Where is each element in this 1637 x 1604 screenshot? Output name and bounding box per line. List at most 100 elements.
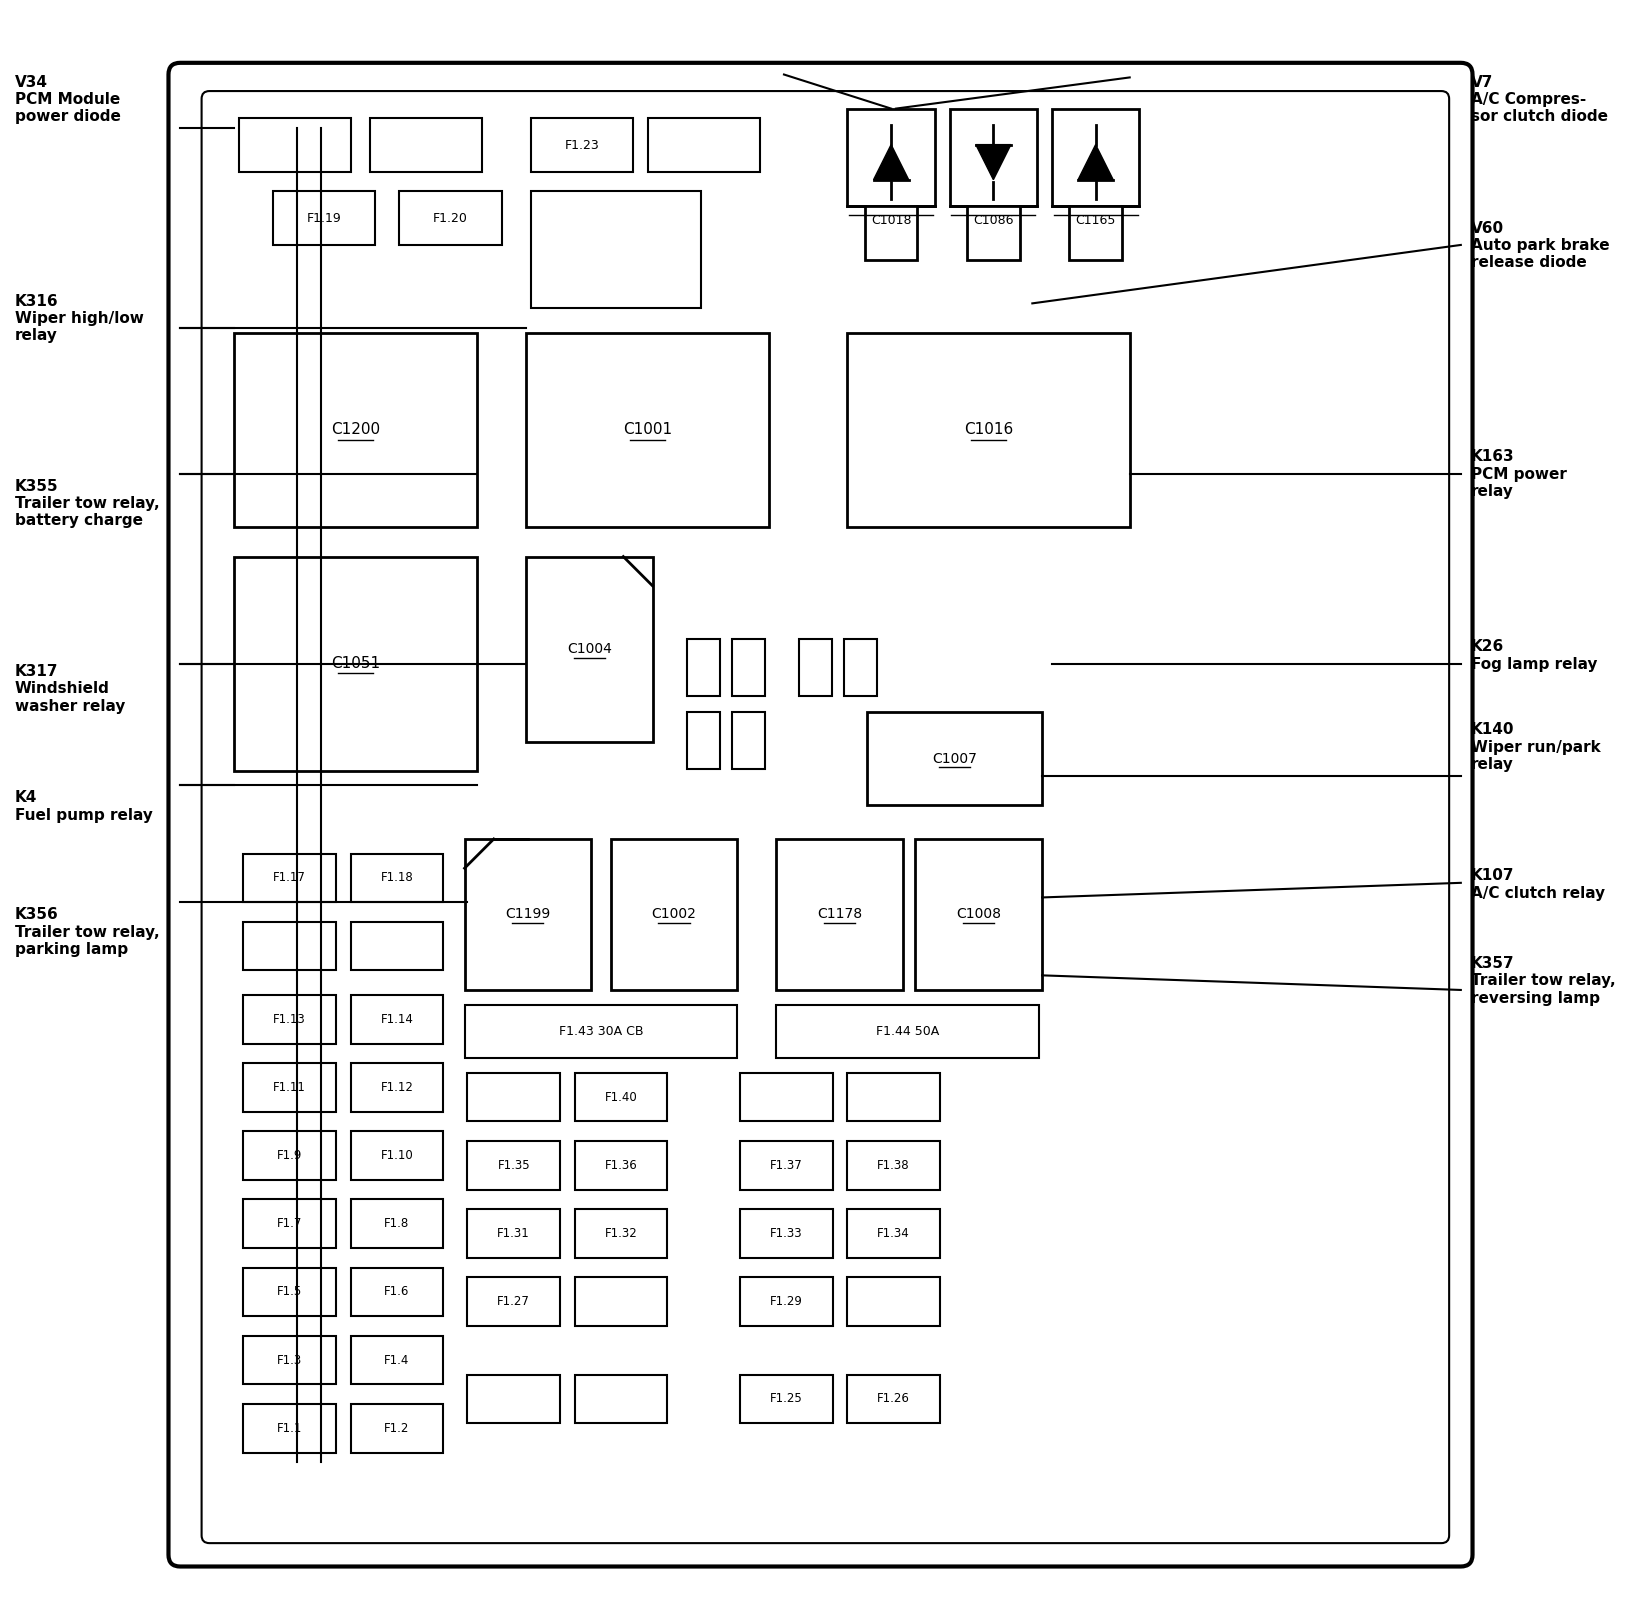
- Text: F1.3: F1.3: [277, 1354, 303, 1367]
- Text: C1199: C1199: [506, 908, 550, 921]
- Text: K4
Fuel pump relay: K4 Fuel pump relay: [15, 791, 152, 823]
- Text: F1.43 30A CB: F1.43 30A CB: [558, 1025, 643, 1038]
- Text: C1165: C1165: [1076, 213, 1116, 226]
- Bar: [244, 994, 336, 1044]
- Bar: [848, 1073, 940, 1121]
- Text: K355
Trailer tow relay,
battery charge: K355 Trailer tow relay, battery charge: [15, 478, 159, 528]
- Text: F1.11: F1.11: [273, 1081, 306, 1094]
- Bar: [530, 119, 634, 172]
- Bar: [799, 640, 832, 696]
- Bar: [350, 1336, 444, 1384]
- Text: K356
Trailer tow relay,
parking lamp: K356 Trailer tow relay, parking lamp: [15, 908, 159, 958]
- Text: F1.33: F1.33: [769, 1227, 802, 1240]
- Text: F1.38: F1.38: [877, 1158, 910, 1173]
- Polygon shape: [976, 144, 1012, 180]
- Text: C1008: C1008: [956, 908, 1002, 921]
- Bar: [611, 839, 737, 990]
- Text: F1.7: F1.7: [277, 1217, 303, 1230]
- Bar: [468, 1073, 560, 1121]
- Bar: [848, 332, 1130, 528]
- Bar: [468, 1277, 560, 1327]
- Bar: [575, 1140, 668, 1190]
- Text: K317
Windshield
washer relay: K317 Windshield washer relay: [15, 664, 124, 714]
- Text: C1007: C1007: [931, 752, 977, 765]
- Text: F1.14: F1.14: [380, 1012, 413, 1025]
- Text: F1.2: F1.2: [385, 1421, 409, 1434]
- Text: K107
A/C clutch relay: K107 A/C clutch relay: [1470, 868, 1604, 900]
- Text: V34
PCM Module
power diode: V34 PCM Module power diode: [15, 74, 121, 124]
- Bar: [575, 1277, 668, 1327]
- Text: F1.27: F1.27: [498, 1294, 530, 1309]
- Text: K163
PCM power
relay: K163 PCM power relay: [1470, 449, 1567, 499]
- Bar: [350, 922, 444, 970]
- Bar: [740, 1375, 833, 1423]
- Text: F1.8: F1.8: [385, 1217, 409, 1230]
- Bar: [350, 1404, 444, 1453]
- Bar: [350, 994, 444, 1044]
- Text: V60
Auto park brake
release diode: V60 Auto park brake release diode: [1470, 221, 1609, 271]
- Bar: [732, 712, 766, 768]
- Text: F1.40: F1.40: [604, 1091, 637, 1104]
- Bar: [864, 205, 917, 260]
- Bar: [845, 640, 877, 696]
- Bar: [1069, 205, 1121, 260]
- Bar: [244, 1336, 336, 1384]
- Text: F1.17: F1.17: [273, 871, 306, 884]
- Bar: [575, 1375, 668, 1423]
- Text: F1.29: F1.29: [769, 1294, 802, 1309]
- Text: C1200: C1200: [331, 422, 380, 438]
- Text: F1.12: F1.12: [380, 1081, 413, 1094]
- Text: F1.20: F1.20: [434, 212, 468, 225]
- Bar: [740, 1277, 833, 1327]
- Bar: [273, 191, 375, 245]
- Text: F1.1: F1.1: [277, 1421, 303, 1434]
- Bar: [732, 640, 766, 696]
- Bar: [350, 1200, 444, 1248]
- Bar: [848, 1140, 940, 1190]
- Bar: [949, 109, 1038, 205]
- Polygon shape: [1079, 144, 1113, 180]
- Text: C1016: C1016: [964, 422, 1013, 438]
- Bar: [244, 853, 336, 903]
- Text: F1.26: F1.26: [877, 1392, 910, 1405]
- Text: K357
Trailer tow relay,
reversing lamp: K357 Trailer tow relay, reversing lamp: [1470, 956, 1616, 1006]
- Bar: [575, 1073, 668, 1121]
- Text: F1.36: F1.36: [604, 1158, 637, 1173]
- Text: F1.35: F1.35: [498, 1158, 530, 1173]
- Text: F1.37: F1.37: [769, 1158, 802, 1173]
- Bar: [848, 109, 935, 205]
- Bar: [686, 640, 720, 696]
- Bar: [967, 205, 1020, 260]
- Text: F1.25: F1.25: [769, 1392, 802, 1405]
- Bar: [465, 839, 591, 990]
- Bar: [468, 1375, 560, 1423]
- Bar: [776, 1004, 1039, 1059]
- Bar: [848, 1209, 940, 1258]
- Bar: [468, 1140, 560, 1190]
- Bar: [525, 557, 653, 741]
- Text: F1.34: F1.34: [877, 1227, 910, 1240]
- Bar: [350, 1063, 444, 1112]
- Text: C1051: C1051: [331, 656, 380, 670]
- Text: F1.10: F1.10: [380, 1148, 413, 1161]
- Bar: [244, 1063, 336, 1112]
- Bar: [244, 1404, 336, 1453]
- Text: K140
Wiper run/park
relay: K140 Wiper run/park relay: [1470, 722, 1601, 772]
- Bar: [350, 1267, 444, 1317]
- Text: C1001: C1001: [624, 422, 673, 438]
- Text: C1004: C1004: [566, 642, 612, 656]
- Text: F1.9: F1.9: [277, 1148, 303, 1161]
- Bar: [350, 853, 444, 903]
- Bar: [648, 119, 760, 172]
- Bar: [776, 839, 902, 990]
- Bar: [244, 922, 336, 970]
- FancyBboxPatch shape: [201, 91, 1449, 1543]
- Text: F1.18: F1.18: [380, 871, 413, 884]
- Text: F1.23: F1.23: [565, 138, 599, 152]
- Text: C1002: C1002: [652, 908, 696, 921]
- Text: F1.6: F1.6: [385, 1285, 409, 1298]
- Text: F1.4: F1.4: [385, 1354, 409, 1367]
- Bar: [915, 839, 1043, 990]
- Bar: [740, 1073, 833, 1121]
- Text: C1178: C1178: [817, 908, 863, 921]
